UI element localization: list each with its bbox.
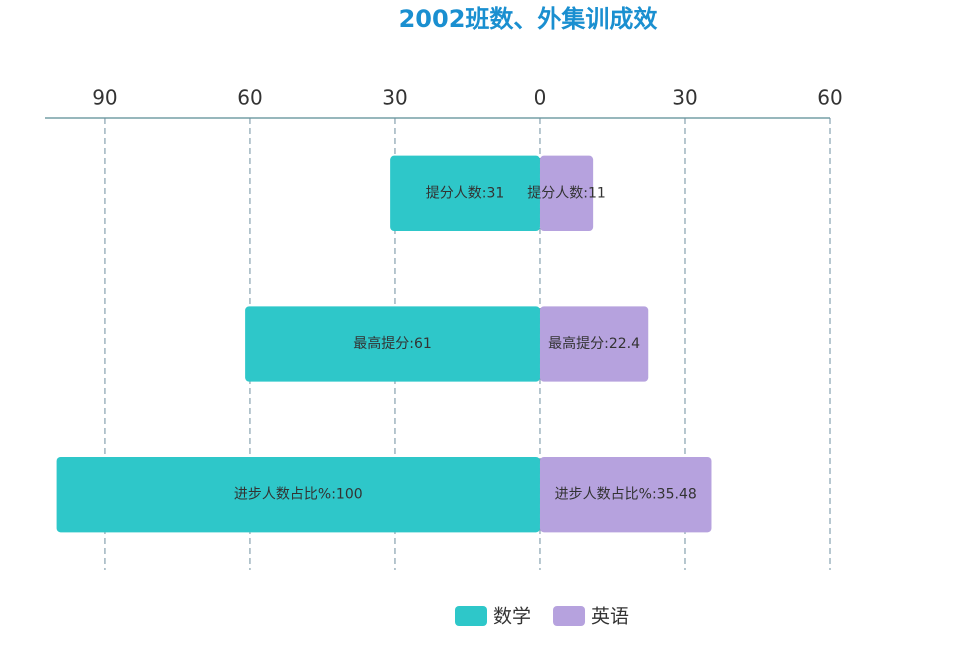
bar bbox=[56, 457, 540, 533]
legend-label: 数学 bbox=[493, 606, 531, 628]
bar bbox=[245, 306, 540, 382]
data-label: 进步人数占比%:100 bbox=[234, 487, 363, 503]
x-tick-label: 30 bbox=[382, 86, 407, 110]
bar bbox=[539, 155, 594, 231]
data-label: 最高提分:22.4 bbox=[548, 335, 640, 352]
x-tick-label: 60 bbox=[237, 86, 262, 110]
bar bbox=[390, 155, 540, 231]
x-tick-label: 0 bbox=[534, 86, 547, 110]
data-label: 提分人数:31 bbox=[426, 185, 505, 201]
legend-swatch bbox=[455, 606, 487, 626]
x-tick-label: 90 bbox=[92, 86, 117, 110]
chart-title: 2002班数、外集训成效 bbox=[399, 5, 658, 33]
data-label: 提分人数:11 bbox=[527, 185, 606, 201]
data-label: 进步人数占比%:35.48 bbox=[555, 487, 697, 503]
x-tick-label: 30 bbox=[672, 86, 697, 110]
data-label: 最高提分:61 bbox=[353, 335, 432, 352]
bar bbox=[539, 306, 649, 382]
legend-label: 英语 bbox=[591, 606, 629, 628]
legend-swatch bbox=[553, 606, 586, 626]
bar bbox=[539, 457, 712, 533]
x-tick-label: 60 bbox=[817, 86, 842, 110]
